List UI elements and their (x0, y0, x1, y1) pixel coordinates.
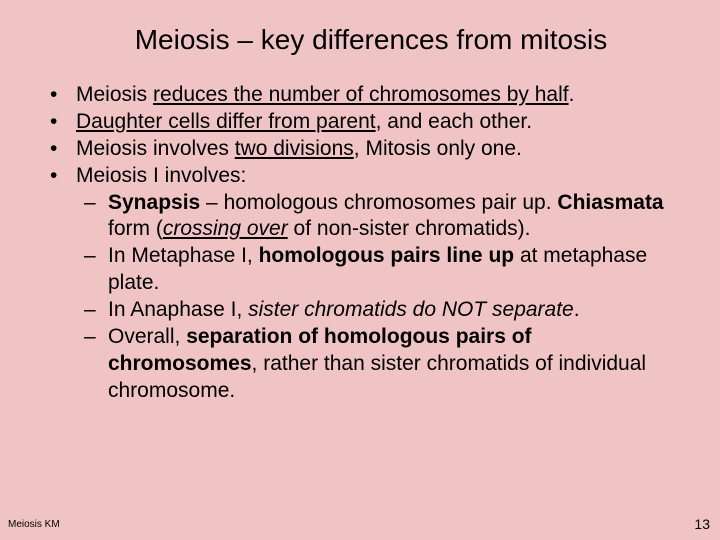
text: Overall, (108, 325, 186, 348)
footer-left: Meiosis KM (8, 519, 60, 530)
sub-list: Synapsis – homologous chromosomes pair u… (76, 190, 680, 405)
text-underlined: reduces the number of chromosomes by hal… (153, 83, 569, 106)
slide: Meiosis – key differences from mitosis M… (0, 0, 720, 540)
text: , and each other. (376, 110, 532, 133)
text: form ( (108, 217, 163, 240)
text: – homologous chromosomes pair up. (200, 191, 557, 214)
sub-item: In Metaphase I, homologous pairs line up… (80, 243, 680, 297)
text: of non-sister chromatids). (288, 217, 531, 240)
text: Meiosis (76, 83, 153, 106)
text: , Mitosis only one. (354, 137, 522, 160)
sub-item: Overall, separation of homologous pairs … (80, 324, 680, 405)
text: . (569, 83, 575, 106)
bullet-item: Daughter cells differ from parent, and e… (40, 109, 680, 136)
text: Meiosis I involves: (76, 164, 246, 187)
bullet-list: Meiosis reduces the number of chromosome… (40, 82, 680, 405)
text-underlined: Daughter cells differ from parent (76, 110, 376, 133)
bullet-item: Meiosis I involves: Synapsis – homologou… (40, 163, 680, 405)
sub-item: Synapsis – homologous chromosomes pair u… (80, 190, 680, 244)
text-italic: sister chromatids do NOT separate (248, 298, 574, 321)
bullet-item: Meiosis reduces the number of chromosome… (40, 82, 680, 109)
slide-title: Meiosis – key differences from mitosis (62, 24, 680, 56)
text: . (574, 298, 580, 321)
text-bold: Chiasmata (557, 191, 663, 214)
slide-number: 13 (694, 516, 710, 532)
text: In Anaphase I, (108, 298, 248, 321)
slide-body: Meiosis reduces the number of chromosome… (40, 82, 680, 405)
text-underlined: two divisions (235, 137, 354, 160)
bullet-item: Meiosis involves two divisions, Mitosis … (40, 136, 680, 163)
text-bold: Synapsis (108, 191, 200, 214)
text-bold: homologous pairs line up (259, 244, 515, 267)
text: In Metaphase I, (108, 244, 259, 267)
sub-item: In Anaphase I, sister chromatids do NOT … (80, 297, 680, 324)
text-italic-underline: crossing over (163, 217, 288, 240)
text: Meiosis involves (76, 137, 235, 160)
